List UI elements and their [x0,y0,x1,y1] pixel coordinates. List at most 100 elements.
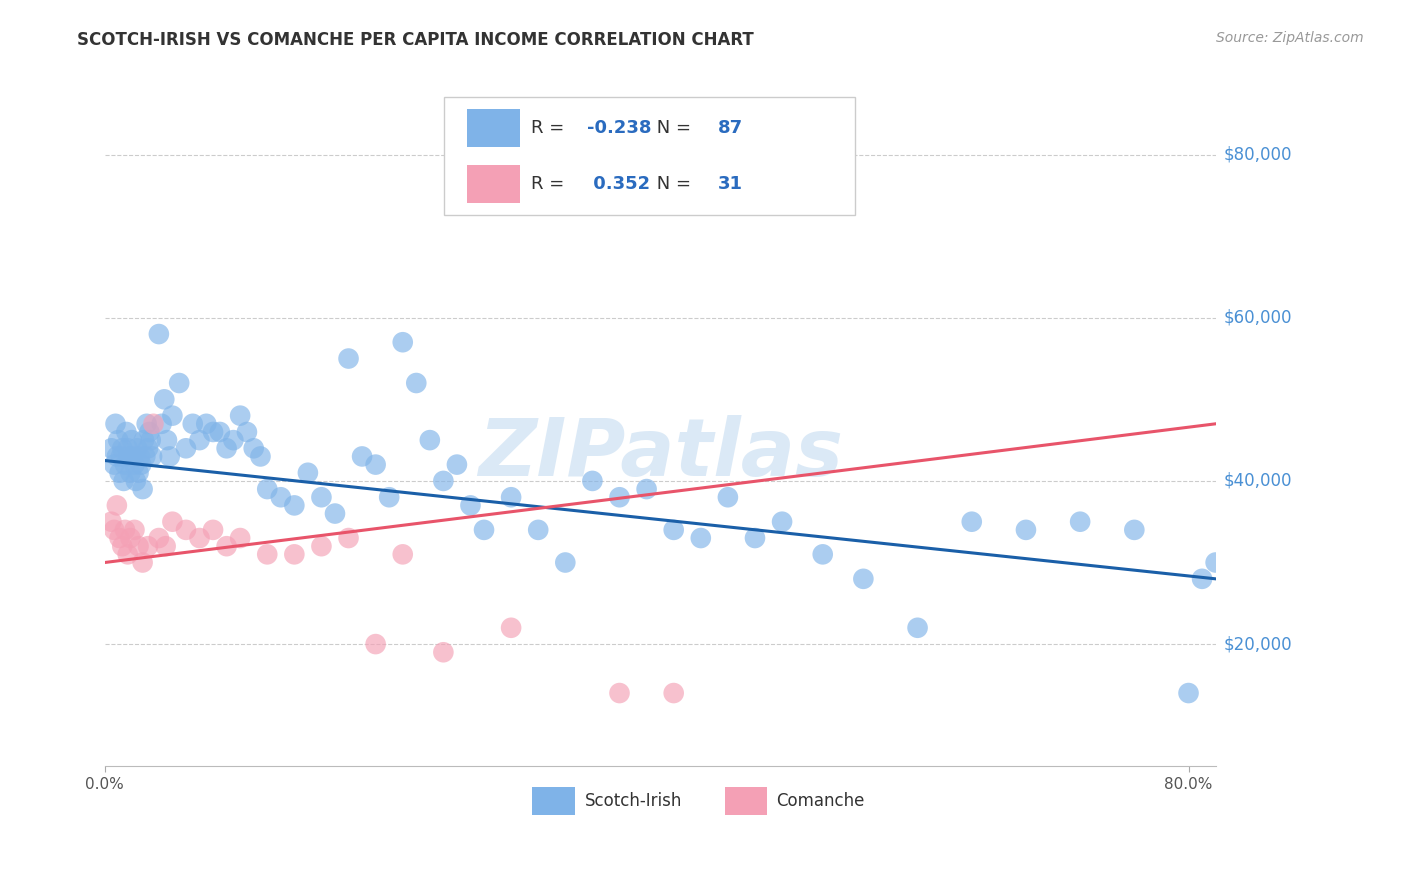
Point [1069,515,1091,529]
Text: R =: R = [531,120,571,137]
Point [105,499,128,513]
Point [364,458,387,472]
Point [114,458,136,472]
Point [1205,556,1227,570]
Text: SCOTCH-IRISH VS COMANCHE PER CAPITA INCOME CORRELATION CHART: SCOTCH-IRISH VS COMANCHE PER CAPITA INCO… [77,31,754,49]
Point [103,458,125,472]
Text: Comanche: Comanche [776,792,865,810]
Point [236,425,259,439]
Point [852,572,875,586]
Point [297,466,319,480]
Point [405,376,427,390]
Point [155,539,177,553]
Point [188,433,211,447]
Point [121,433,143,447]
Point [717,490,740,504]
Point [609,686,631,700]
Point [128,539,150,553]
Point [131,482,153,496]
Point [501,621,523,635]
Point [129,458,152,472]
Point [167,376,190,390]
Point [114,523,136,537]
Point [283,499,305,513]
Point [159,450,181,464]
Point [120,466,142,480]
Point [229,531,252,545]
Point [1123,523,1146,537]
Point [174,523,197,537]
Text: $40,000: $40,000 [1225,472,1292,490]
Point [105,450,128,464]
Point [391,547,413,561]
Point [138,425,160,439]
Point [135,417,157,431]
Point [103,523,125,537]
Point [118,450,141,464]
Point [554,556,576,570]
Point [770,515,793,529]
Point [129,450,152,464]
Point [122,450,145,464]
Text: N =: N = [651,120,697,137]
Point [283,547,305,561]
Point [311,539,333,553]
Point [527,523,550,537]
Point [208,425,231,439]
Point [125,474,148,488]
Point [162,409,184,423]
Point [202,523,225,537]
Point [115,425,138,439]
Point [136,539,159,553]
Point [195,417,218,431]
Point [446,458,468,472]
Point [391,335,413,350]
Text: 31: 31 [718,176,742,194]
Point [202,425,225,439]
Point [131,556,153,570]
Point [153,392,176,407]
Point [432,474,454,488]
Point [117,442,139,456]
Point [907,621,929,635]
Point [141,450,163,464]
Point [124,458,146,472]
Point [108,466,131,480]
Point [132,433,155,447]
Point [100,442,122,456]
FancyBboxPatch shape [724,788,766,815]
Text: N =: N = [651,176,697,194]
Point [139,433,162,447]
Point [460,499,482,513]
Point [378,490,401,504]
Text: R =: R = [531,176,571,194]
Point [222,433,245,447]
FancyBboxPatch shape [467,165,520,203]
Point [1015,523,1038,537]
Point [148,531,170,545]
FancyBboxPatch shape [443,97,855,215]
Point [117,547,139,561]
Text: 87: 87 [718,120,742,137]
Point [960,515,983,529]
Point [323,507,346,521]
Text: -0.238: -0.238 [586,120,651,137]
Point [744,531,766,545]
Point [128,466,150,480]
Point [134,450,156,464]
Point [249,450,271,464]
Point [150,417,173,431]
Point [256,547,278,561]
Point [501,490,523,504]
Point [689,531,711,545]
Point [270,490,292,504]
Point [112,474,135,488]
Point [111,539,134,553]
Point [100,515,122,529]
Text: Scotch-Irish: Scotch-Irish [585,792,682,810]
Point [142,417,165,431]
Point [111,442,134,456]
Point [104,417,127,431]
Point [148,327,170,342]
Point [636,482,658,496]
